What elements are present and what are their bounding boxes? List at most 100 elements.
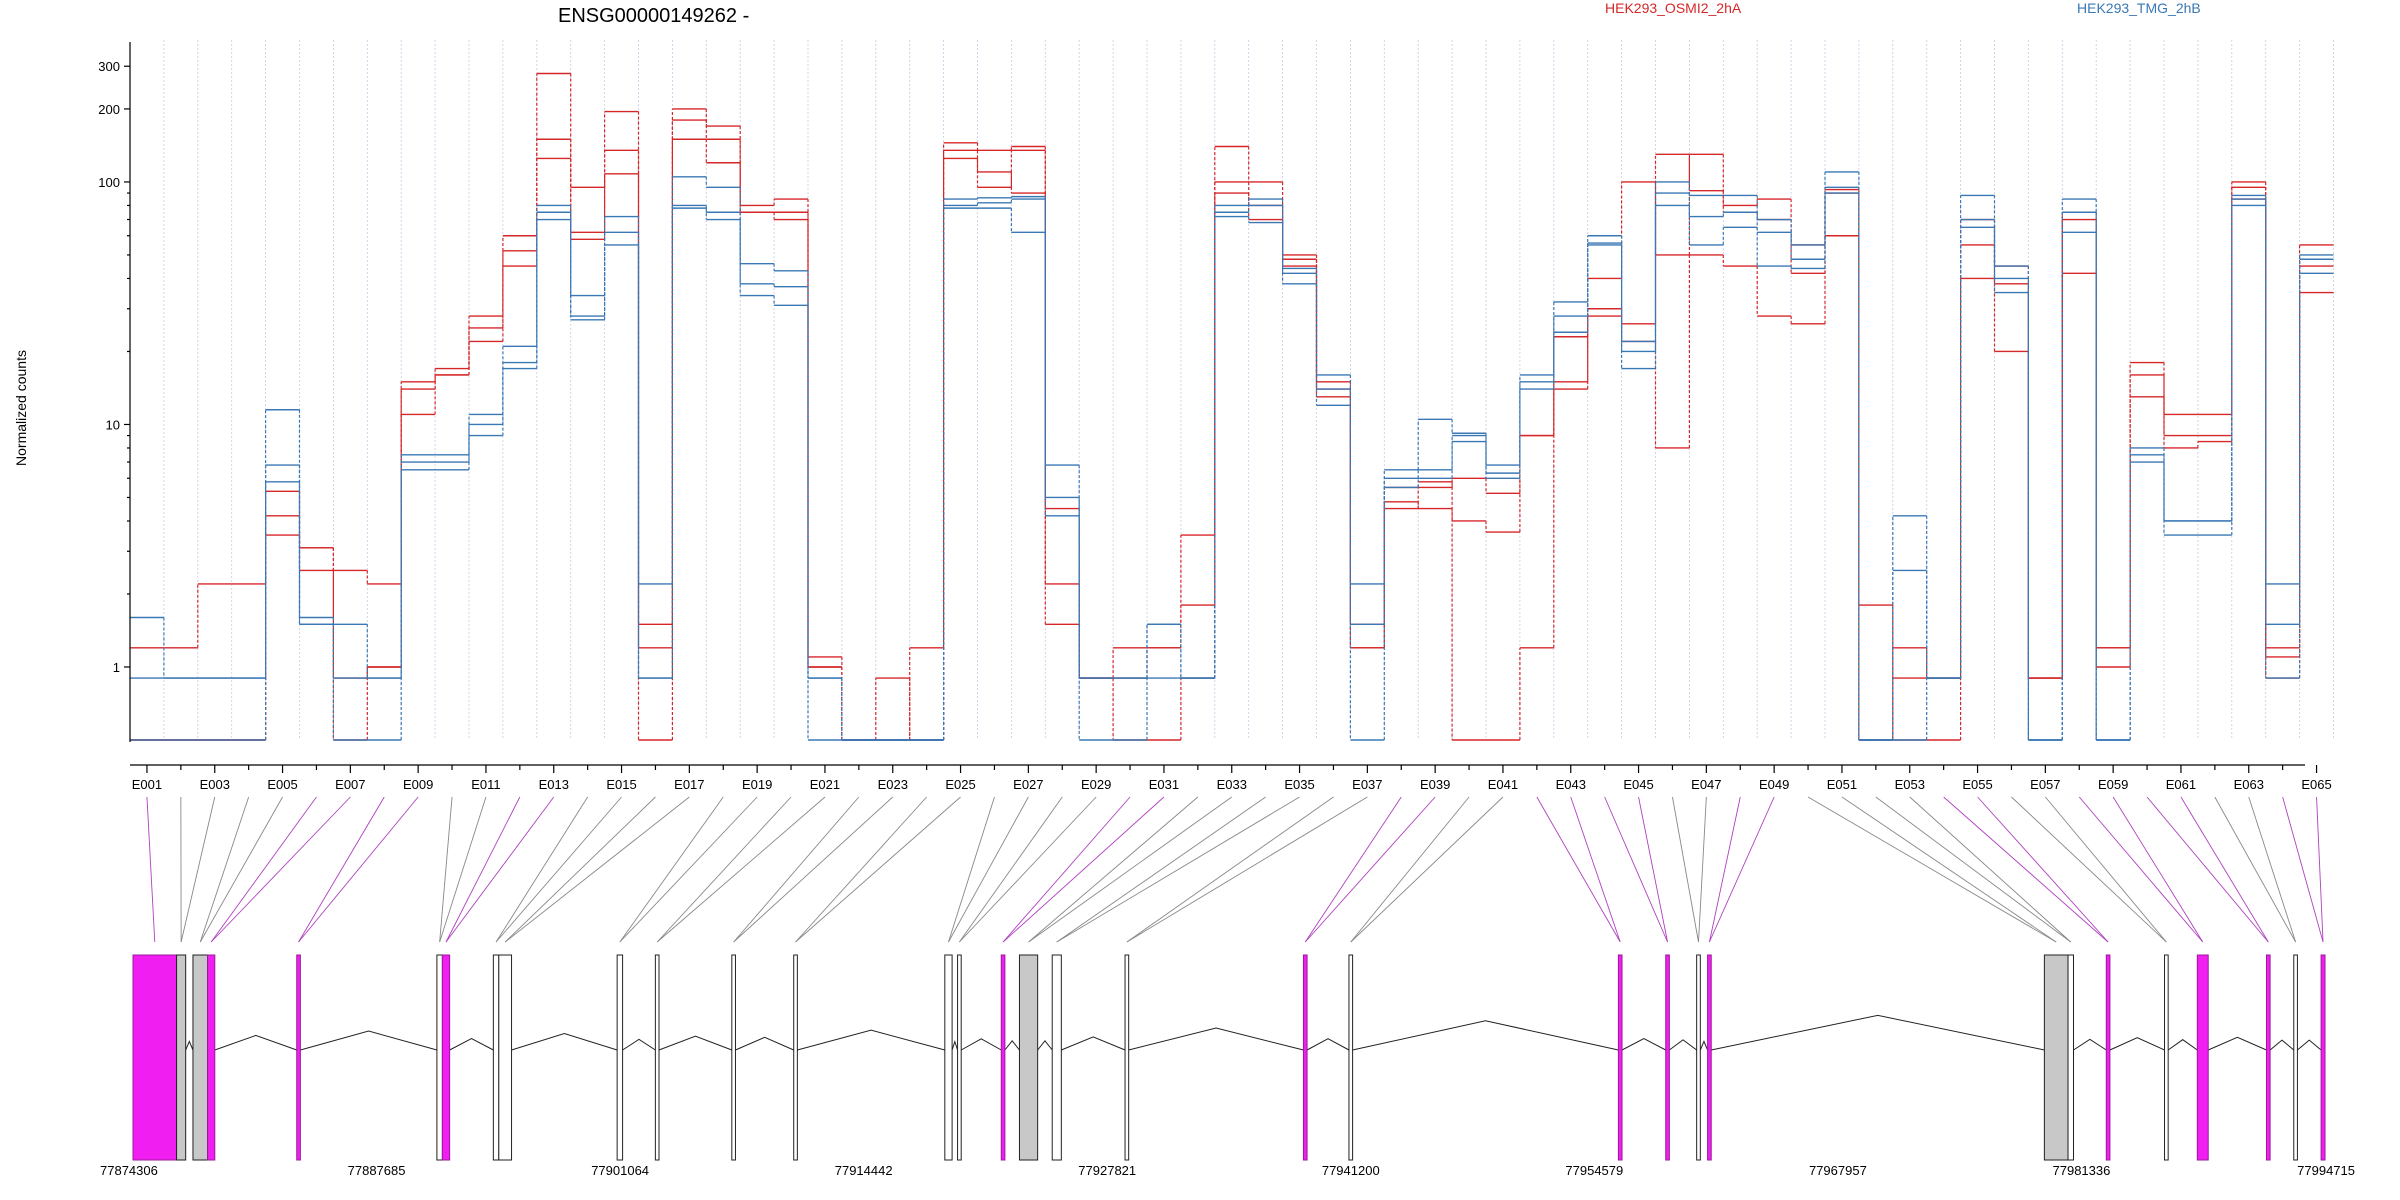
- exon-connector-line: [959, 796, 1063, 943]
- exon-connector-line: [298, 796, 419, 943]
- exon-box: [192, 954, 209, 1161]
- vertical-gridlines: [163, 40, 2334, 740]
- exon-box: [957, 954, 962, 1161]
- exon-connector-line: [1672, 796, 1699, 943]
- exon-connector-line: [1570, 796, 1621, 943]
- exon-connector-line: [1126, 796, 1334, 943]
- exon-connector-line: [1350, 796, 1504, 943]
- exon-connector-line: [445, 796, 555, 943]
- intron-line: [2109, 1037, 2165, 1051]
- x-tick-label-E029: E029: [1081, 777, 1111, 792]
- exon-connector-line: [1002, 796, 1165, 943]
- exon-connector-line: [795, 796, 961, 943]
- exon-connector-line: [1943, 796, 2109, 943]
- exon-connector-line: [495, 796, 622, 943]
- exon-box: [944, 954, 953, 1161]
- exon-connector-line: [959, 796, 1097, 943]
- x-tick-label-E061: E061: [2166, 777, 2196, 792]
- x-tick-label-E057: E057: [2030, 777, 2060, 792]
- x-tick-label-E005: E005: [267, 777, 297, 792]
- genomic-coordinate-label: 77914442: [835, 1163, 893, 1178]
- exon-connector-line: [2282, 796, 2324, 943]
- exon-connector-line: [504, 796, 690, 943]
- exon-box: [1696, 954, 1701, 1161]
- intron-line: [1711, 1014, 2045, 1051]
- exon-connector-line: [1638, 796, 1668, 943]
- exon-box: [1665, 954, 1670, 1161]
- x-tick-label-E003: E003: [200, 777, 230, 792]
- x-tick-label-E021: E021: [810, 777, 840, 792]
- exon-connector-line: [2045, 796, 2167, 943]
- exon-box: [498, 954, 513, 1161]
- y-tick-label: 1: [113, 660, 120, 675]
- exon-connector-line: [1841, 796, 2057, 943]
- x-tick-label-E039: E039: [1420, 777, 1450, 792]
- genomic-coordinate-label: 77994715: [2297, 1163, 2355, 1178]
- y-axis-label: Normalized counts: [13, 350, 29, 466]
- exon-connector-line: [2180, 796, 2269, 943]
- exon-connector-line: [2214, 796, 2296, 943]
- x-tick-label-E045: E045: [1623, 777, 1653, 792]
- exon-box: [616, 954, 624, 1161]
- legend-label-group-a: HEK293_OSMI2_2hA: [1605, 0, 1742, 16]
- exon-connector-line: [1536, 796, 1621, 943]
- x-tick-label-E009: E009: [403, 777, 433, 792]
- exon-connector-line: [948, 796, 995, 943]
- x-tick-label-E063: E063: [2234, 777, 2264, 792]
- exon-connector-line: [656, 796, 792, 943]
- exon-connector-line: [1056, 796, 1266, 943]
- x-tick-label-E041: E041: [1488, 777, 1518, 792]
- x-tick-label-E053: E053: [1895, 777, 1925, 792]
- intron-line: [185, 1040, 194, 1051]
- exon-connector-line: [439, 796, 487, 943]
- legend-label-group-b: HEK293_TMG_2hB: [2077, 0, 2201, 16]
- intron-line: [2208, 1036, 2267, 1051]
- exon-connector-line: [1875, 796, 2072, 943]
- exon-connector-line: [1807, 796, 2057, 943]
- intron-line: [2297, 1039, 2322, 1051]
- exon-box: [1051, 954, 1062, 1161]
- exon-connector-line: [2112, 796, 2204, 943]
- exon-connector-line: [1028, 796, 1199, 943]
- y-tick-label: 200: [98, 102, 120, 117]
- exon-connector-line: [439, 796, 453, 943]
- intron-line: [1004, 1040, 1020, 1051]
- genomic-coordinate-label: 77901064: [591, 1163, 649, 1178]
- intron-line: [449, 1037, 494, 1051]
- intron-line: [511, 1033, 618, 1051]
- x-tick-label-E047: E047: [1691, 777, 1721, 792]
- x-tick-label-E001: E001: [132, 777, 162, 792]
- series-HEK293_TMG_2hB: [130, 192, 2334, 741]
- exon-connector-line: [298, 796, 385, 943]
- x-tick-label-E017: E017: [674, 777, 704, 792]
- intron-line: [622, 1038, 656, 1051]
- intron-line: [1037, 1040, 1053, 1051]
- intron-line: [1699, 1040, 1709, 1051]
- genomic-coordinate-label: 77874306: [100, 1163, 158, 1178]
- exon-connector-line: [1909, 796, 2072, 943]
- x-tick-label-E013: E013: [539, 777, 569, 792]
- exon-box: [793, 954, 798, 1161]
- genomic-coordinate-label: 77927821: [1078, 1163, 1136, 1178]
- exon-connector-line: [1698, 796, 1707, 943]
- exon-connector-line: [199, 796, 250, 943]
- exon-connector-line: [2316, 796, 2324, 943]
- exon-box: [2293, 954, 2298, 1161]
- exon-connector-line: [2078, 796, 2204, 943]
- intron-line: [735, 1036, 794, 1051]
- exon-box: [2196, 954, 2209, 1161]
- series-HEK293_OSMI2_2hA: [130, 138, 2334, 741]
- series-HEK293_TMG_2hB: [130, 171, 2334, 741]
- y-tick-label: 100: [98, 175, 120, 190]
- intron-line: [1306, 1038, 1350, 1051]
- exon-connector-line: [210, 796, 351, 943]
- exon-box: [1348, 954, 1354, 1161]
- exon-connector-line: [2011, 796, 2167, 943]
- intron-line: [960, 1038, 1002, 1051]
- exon-connector-line: [948, 796, 1029, 943]
- genomic-coordinate-label: 77941200: [1322, 1163, 1380, 1178]
- x-tick-label-E059: E059: [2098, 777, 2128, 792]
- series-HEK293_OSMI2_2hA: [130, 72, 2334, 741]
- exon-connector-line: [619, 796, 758, 943]
